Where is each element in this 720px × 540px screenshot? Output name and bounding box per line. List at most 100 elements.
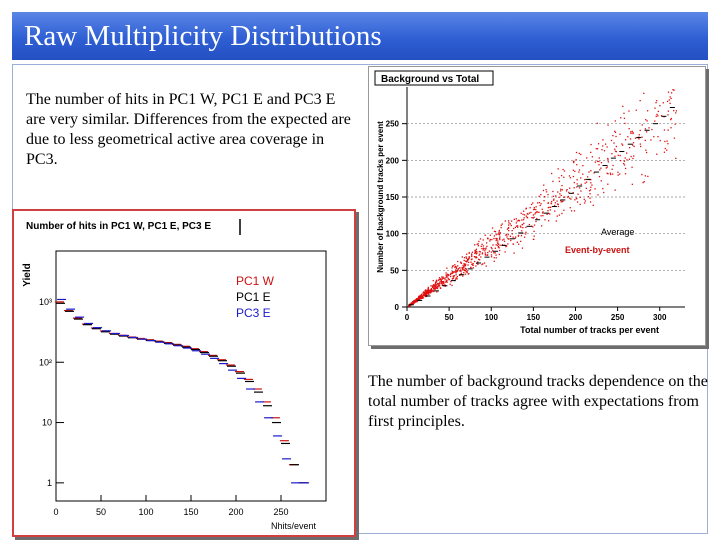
bg-scatter-point (549, 213, 551, 215)
bg-scatter-point (620, 117, 622, 119)
bg-scatter-point (489, 234, 492, 236)
bg-scatter-point (513, 218, 515, 221)
bg-scatter-point (606, 166, 608, 168)
bg-scatter-point (584, 202, 586, 204)
bg-scatter-point (575, 159, 577, 161)
bg-scatter-point (594, 188, 596, 190)
bg-scatter-point (580, 177, 582, 179)
bg-scatter-point (633, 145, 635, 148)
bg-scatter-point (580, 153, 582, 156)
bg-scatter-point (607, 157, 609, 160)
bg-scatter-point (437, 285, 439, 287)
bg-scatter-point (670, 92, 673, 94)
bg-scatter-point (480, 256, 482, 258)
bg-scatter-point (561, 189, 563, 191)
bg-scatter-point (538, 201, 541, 204)
bg-scatter-point (501, 223, 503, 225)
bg-scatter-point (542, 211, 544, 213)
bg-scatter-point (444, 284, 446, 286)
bg-scatter-point (451, 271, 453, 273)
bg-scatter-point (518, 220, 521, 222)
bg-scatter-point (667, 129, 669, 131)
bg-scatter-point (532, 214, 535, 216)
bg-scatter-point (642, 181, 644, 184)
bg-scatter-point (472, 262, 474, 265)
bg-scatter-point (647, 175, 649, 178)
bg-scatter-point (530, 211, 532, 214)
bg-scatter-point (428, 293, 430, 296)
bg-scatter-point (519, 225, 522, 227)
bg-scatter-point (465, 257, 468, 259)
bg-scatter-point (563, 176, 565, 178)
bg-scatter-point (413, 300, 415, 302)
bg-scatter-point (443, 281, 445, 284)
bg-scatter-point (496, 237, 498, 240)
bg-scatter-point (569, 177, 572, 179)
bg-scatter-point (655, 115, 657, 118)
bg-scatter-point (666, 149, 668, 151)
bg-scatter-point (474, 251, 476, 253)
bg-scatter-point (600, 167, 602, 169)
bg-scatter-point (493, 260, 495, 262)
bg-scatter-point (614, 130, 616, 132)
bg-scatter-point (521, 223, 524, 226)
bg-scatter-point (414, 300, 416, 302)
bg-scatter-point (631, 166, 633, 168)
bg-scatter-point (623, 164, 626, 166)
bg-scatter-point (591, 184, 593, 186)
bg-scatter-point (614, 189, 616, 191)
bg-scatter-point (641, 173, 643, 176)
bg-scatter-point (470, 266, 472, 268)
bg-scatter-point (560, 201, 562, 203)
bg-scatter-point (441, 276, 443, 278)
bg-scatter-point (587, 195, 590, 198)
bg-scatter-point (639, 145, 642, 148)
hits-series-pc3-e (57, 298, 310, 484)
bg-scatter-point (531, 225, 533, 227)
bg-scatter-point (520, 235, 523, 237)
bg-scatter-point (442, 276, 444, 278)
bg-scatter-point (578, 169, 581, 171)
bg-scatter-point (563, 209, 565, 211)
bg-scatter-point (547, 202, 549, 204)
bg-scatter-point (567, 195, 569, 198)
bg-scatter-point (435, 280, 438, 282)
bg-scatter-point (601, 149, 603, 151)
bg-scatter-point (645, 131, 648, 133)
bg-scatter-point (513, 252, 515, 254)
bg-scatter-point (664, 147, 666, 150)
bg-scatter-point (489, 240, 491, 242)
bg-scatter-point (435, 287, 437, 289)
bg-scatter-point (558, 180, 561, 183)
bg-scatter-point (457, 269, 459, 271)
bg-scatter-point (554, 210, 556, 212)
bg-scatter-point (510, 224, 512, 227)
hits-y-axis-label: Yield (22, 263, 33, 287)
hits-chart-title: Number of hits in PC1 W, PC1 E, PC3 E (26, 221, 211, 232)
bg-scatter-point (523, 214, 526, 216)
bg-scatter-point (673, 137, 676, 139)
bg-scatter-point (491, 248, 493, 250)
bg-scatter-point (538, 211, 540, 214)
bg-scatter-point (455, 270, 457, 272)
bg-scatter-point (569, 197, 571, 199)
bg-scatter-point (483, 248, 485, 250)
bg-scatter-point (669, 102, 671, 105)
bg-scatter-point (497, 245, 500, 248)
bg-scatter-point (614, 148, 616, 150)
bg-scatter-point (582, 164, 584, 167)
bg-scatter-point (503, 240, 506, 242)
bg-scatter-point (556, 200, 558, 202)
bg-scatter-point (419, 294, 422, 297)
bg-scatter-point (645, 149, 647, 151)
bg-scatter-point (478, 240, 480, 243)
bg-scatter-point (624, 139, 627, 141)
bg-scatter-point (536, 217, 538, 220)
bg-scatter-point (498, 231, 500, 233)
bg-scatter-point (495, 257, 497, 259)
bg-scatter-point (539, 204, 541, 207)
bg-scatter-point (479, 251, 482, 253)
bg-scatter-point (463, 269, 466, 272)
bg-scatter-point (600, 162, 603, 164)
bg-scatter-point (533, 208, 536, 210)
